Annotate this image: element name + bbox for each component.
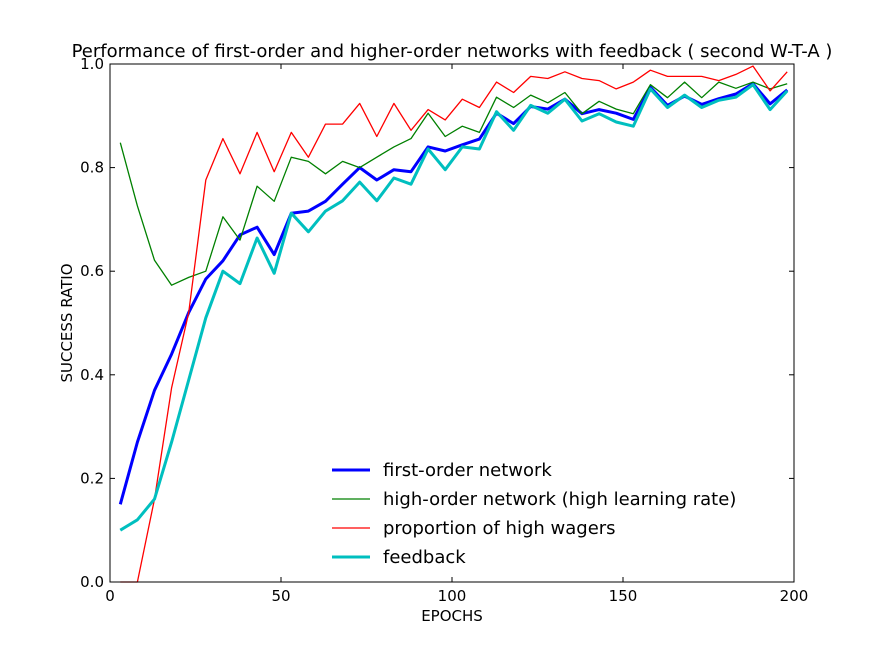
legend-label: feedback — [383, 547, 466, 568]
legend-label: high-order network (high learning rate) — [383, 489, 736, 510]
chart-title: Performance of first-order and higher-or… — [72, 41, 833, 62]
y-tick-label: 0.0 — [80, 573, 104, 591]
plot-area — [110, 64, 794, 582]
legend-label: proportion of high wagers — [383, 518, 616, 539]
x-tick-label: 200 — [780, 587, 809, 605]
series-line-4 — [119, 83, 789, 532]
series-line-2 — [119, 81, 788, 286]
x-tick-label: 100 — [438, 587, 467, 605]
y-tick-label: 0.2 — [80, 469, 104, 487]
series-line-3 — [120, 65, 788, 583]
x-tick-label: 0 — [105, 587, 115, 605]
series-layer — [118, 65, 789, 583]
x-axis-label: EPOCHS — [421, 607, 483, 625]
x-tick-label: 50 — [271, 587, 290, 605]
y-axis-label: SUCCESS RATIO — [58, 263, 76, 382]
y-tick-label: 1.0 — [80, 55, 104, 73]
x-tick-label: 150 — [609, 587, 638, 605]
y-tick-label: 0.8 — [80, 159, 104, 177]
ticks-layer: 0 50 100 150 200 0.0 0.2 0.4 0.6 0.8 1.0 — [80, 55, 808, 605]
y-tick-label: 0.6 — [80, 262, 104, 280]
legend: first-order network high-order network (h… — [332, 460, 736, 568]
legend-label: first-order network — [383, 460, 552, 481]
y-tick-label: 0.4 — [80, 366, 104, 384]
